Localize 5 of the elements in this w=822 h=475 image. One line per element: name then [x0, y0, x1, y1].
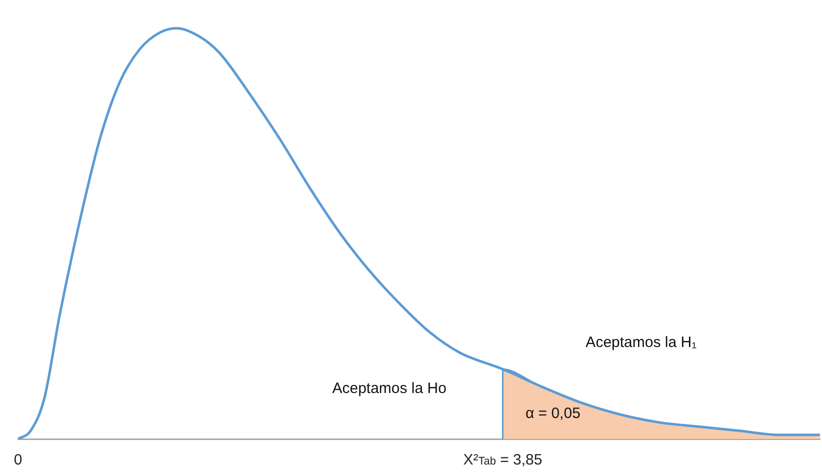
- annotation: α = 0,05: [525, 405, 580, 422]
- x-tick-label: 0: [14, 452, 22, 469]
- annotation: Aceptamos la Ho: [332, 380, 446, 397]
- x-tick-label: X²Tab = 3,85: [463, 452, 542, 469]
- annotation: Aceptamos la H₁: [586, 334, 697, 351]
